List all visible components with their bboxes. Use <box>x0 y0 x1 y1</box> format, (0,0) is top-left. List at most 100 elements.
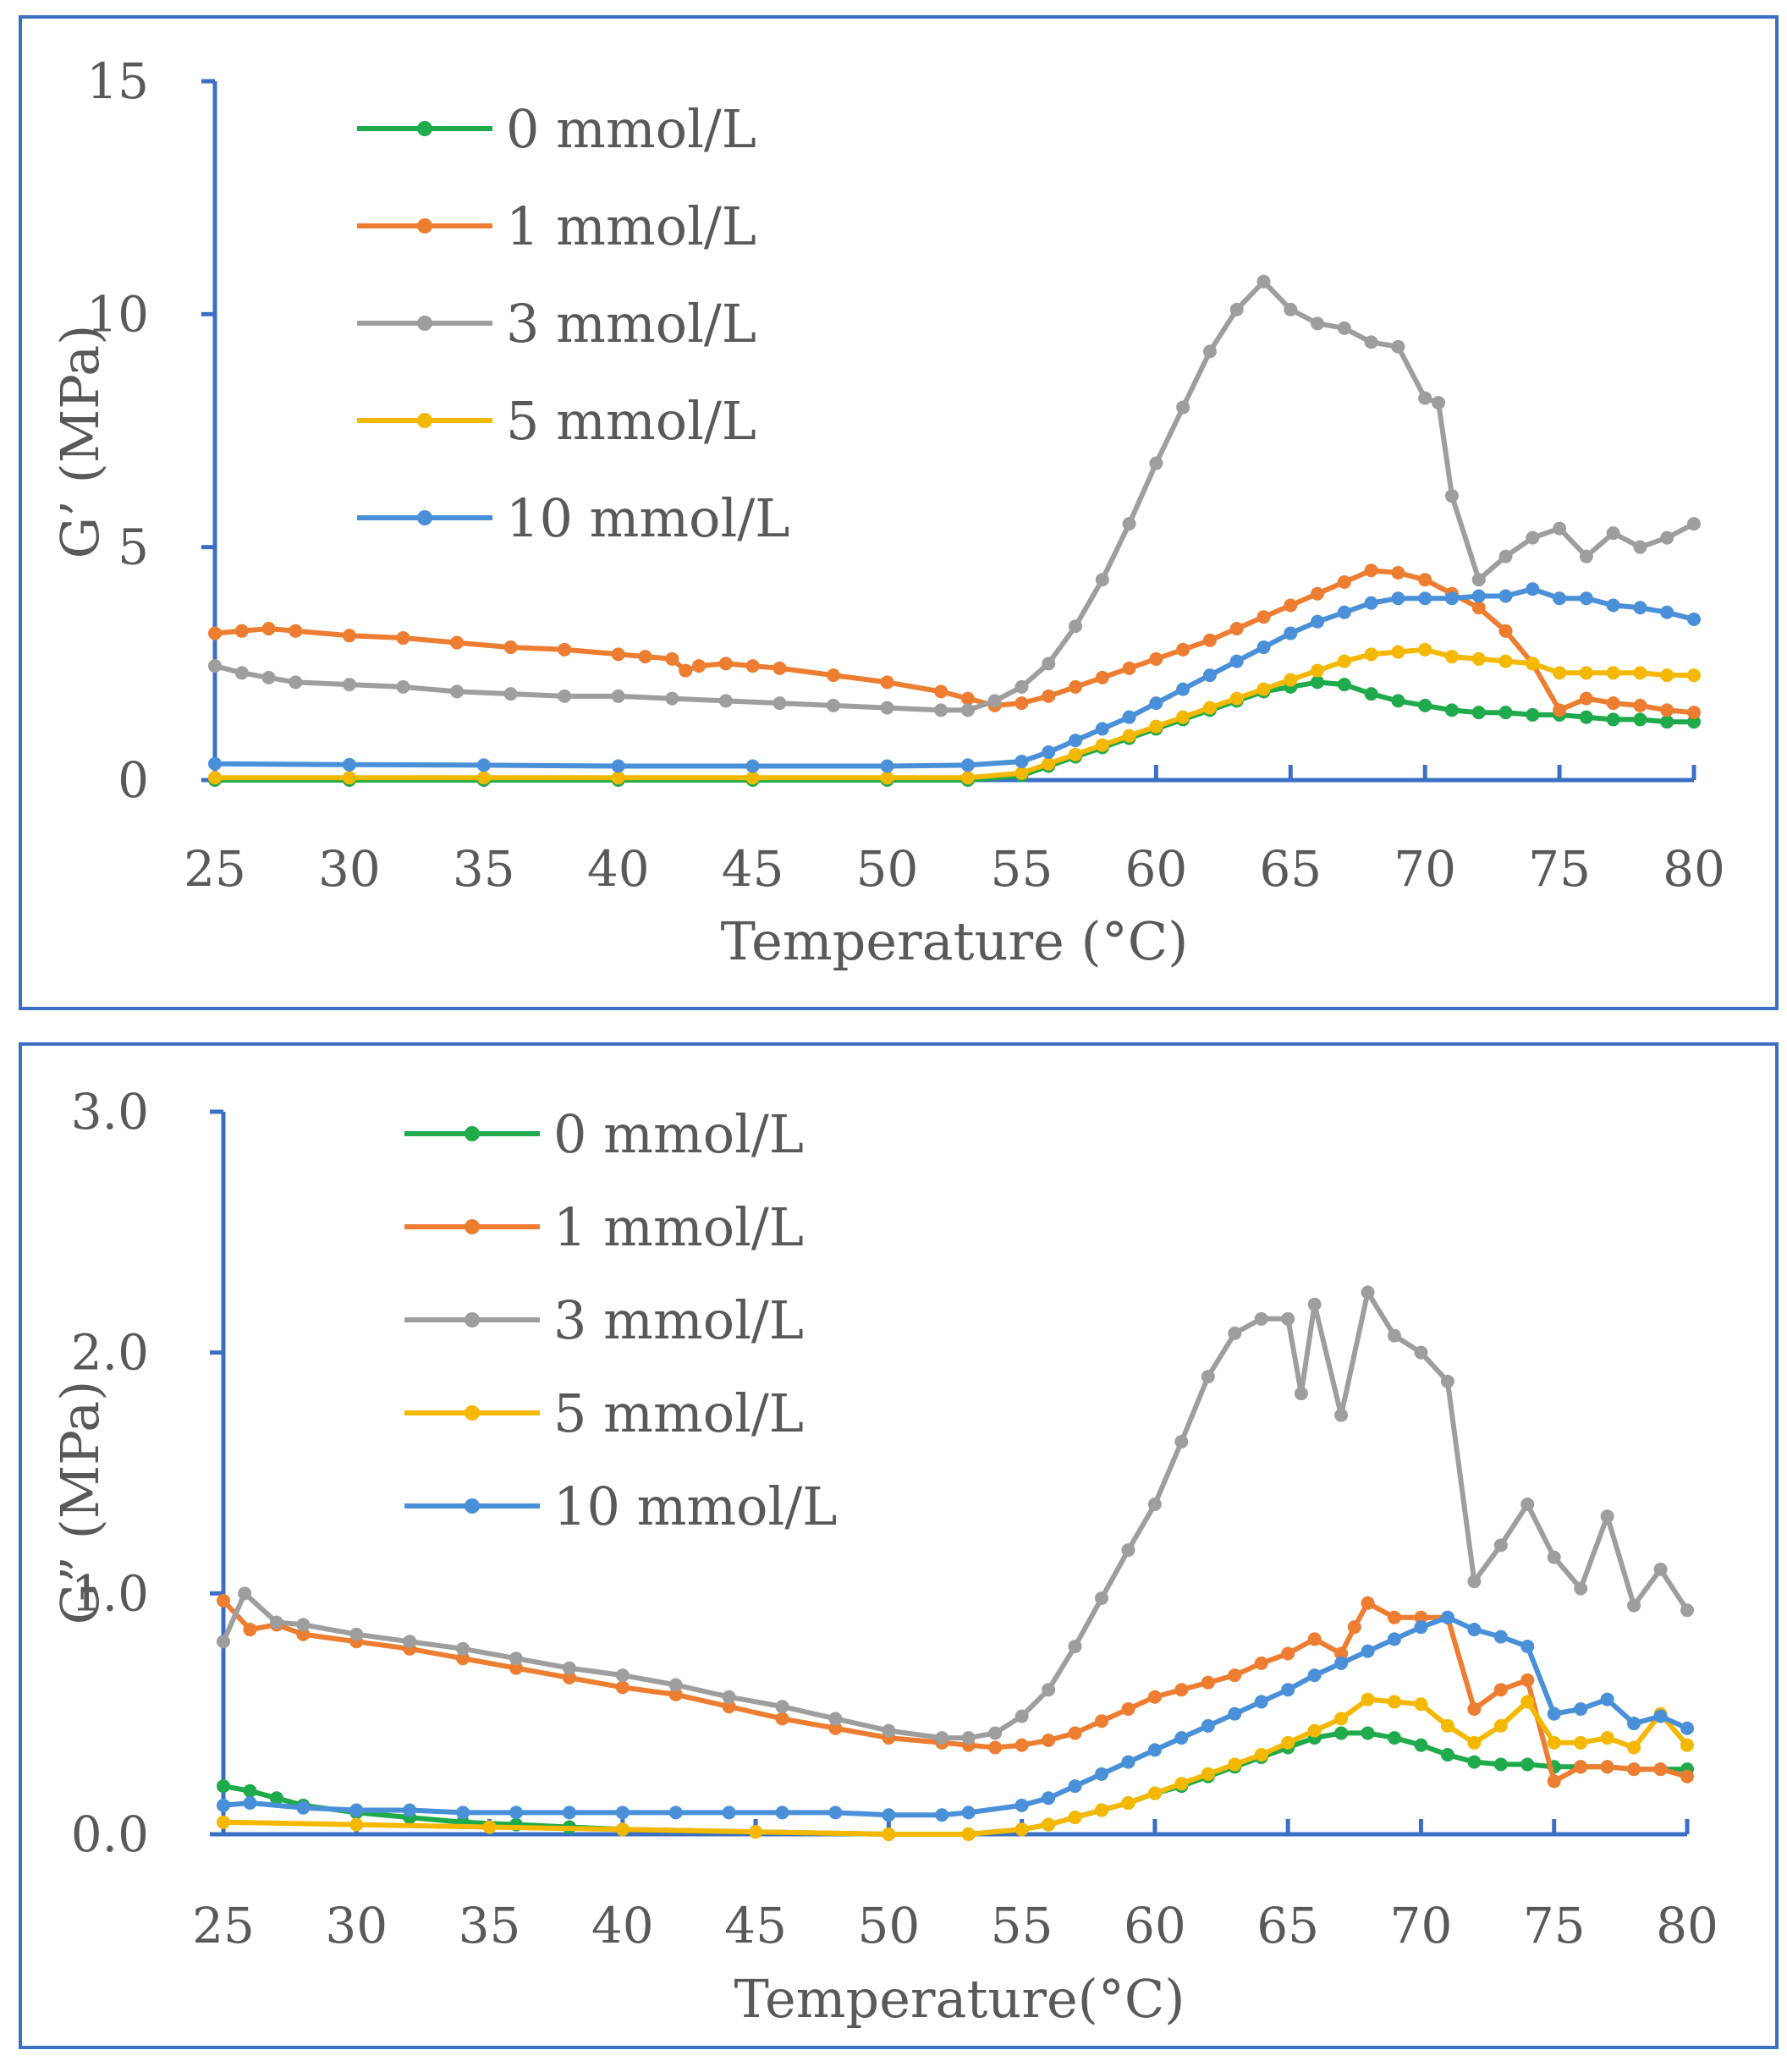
gdouble-data-point <box>1600 1760 1614 1774</box>
gprime-data-point <box>1311 316 1325 331</box>
gdouble-data-point <box>1414 1697 1428 1712</box>
gdouble-data-point <box>1201 1675 1215 1690</box>
gprime-data-point <box>208 626 222 640</box>
gprime-data-point <box>1122 728 1136 743</box>
gprime-x-tick-label: 55 <box>991 840 1053 898</box>
gdouble-data-point <box>1201 1767 1215 1781</box>
gprime-data-point <box>934 703 948 717</box>
gprime-x-tick-label: 60 <box>1124 840 1187 898</box>
gprime-data-point <box>1471 573 1486 587</box>
gdouble-data-point <box>509 1652 523 1666</box>
gprime-legend-marker <box>417 218 432 234</box>
gprime-data-point <box>1498 654 1513 668</box>
gdouble-data-point <box>1574 1735 1588 1750</box>
gdouble-x-tick-label: 25 <box>192 1897 255 1954</box>
gprime-data-point <box>1579 591 1593 606</box>
gdouble-data-point <box>456 1805 470 1820</box>
gdouble-data-point <box>1201 1370 1215 1384</box>
gdouble-data-point <box>961 1731 976 1745</box>
gprime-data-point <box>1311 663 1325 678</box>
gdouble-data-point <box>1174 1434 1189 1448</box>
gprime-data-point <box>611 689 625 703</box>
gprime-data-point <box>1391 645 1405 659</box>
gdouble-data-point <box>722 1690 736 1704</box>
gdouble-legend-marker <box>465 1498 480 1514</box>
gdouble-data-point <box>1493 1757 1508 1772</box>
gdouble-data-point <box>1042 1683 1056 1697</box>
gdouble-x-axis-title: Temperature(°C) <box>734 1968 1185 2030</box>
gprime-data-point <box>1391 339 1405 354</box>
gprime-legend-marker <box>417 510 432 525</box>
gdouble-data-point <box>1627 1762 1641 1777</box>
gdouble-x-tick-label: 80 <box>1656 1897 1718 1954</box>
gprime-data-point <box>450 684 465 699</box>
gprime-series-4 <box>208 582 1701 773</box>
gdouble-data-point <box>1014 1822 1029 1837</box>
gdouble-data-point <box>1361 1285 1375 1300</box>
gdouble-data-point <box>1493 1718 1508 1733</box>
gdouble-series-line <box>221 1289 1690 1741</box>
gdouble-data-point <box>482 1820 497 1834</box>
gdouble-data-point <box>1281 1646 1295 1661</box>
gprime-x-tick-label: 65 <box>1259 840 1322 898</box>
gprime-data-point <box>1633 698 1647 712</box>
gprime-data-point <box>476 771 491 785</box>
gdouble-data-point <box>775 1712 789 1726</box>
gdouble-series-1 <box>217 1593 1694 1789</box>
gdouble-data-point <box>1042 1817 1056 1832</box>
chart-panel-bottom: 0.0 1.0 2.0 3.0 25 30 35 40 45 50 55 60 65 70 75 80 Temp… <box>19 1042 1779 2049</box>
gprime-data-point <box>1660 668 1674 683</box>
gprime-data-point <box>718 694 733 708</box>
gdouble-data-point <box>1600 1509 1614 1524</box>
gdouble-data-point <box>1388 1328 1401 1343</box>
gprime-data-point <box>1122 517 1136 531</box>
gprime-data-point <box>1014 679 1029 694</box>
gprime-data-point <box>1553 703 1567 717</box>
gdouble-legend-marker <box>465 1312 480 1327</box>
gdouble-x-tick-label: 55 <box>991 1897 1053 1954</box>
gprime-data-point <box>1633 712 1647 727</box>
gdouble-x-tick-label: 60 <box>1124 1897 1186 1954</box>
gdouble-y-axis-title: G” (MPa) <box>49 1381 111 1625</box>
gprime-data-point <box>1311 614 1325 629</box>
gdouble-data-point <box>882 1827 896 1841</box>
gprime-data-point <box>1229 622 1244 636</box>
gprime-data-point <box>503 640 518 655</box>
gprime-legend-label: 1 mmol/L <box>506 195 756 257</box>
gdouble-data-point <box>1467 1735 1482 1750</box>
gprime-data-point <box>1364 647 1378 662</box>
gdouble-data-point <box>1095 1767 1108 1781</box>
gdouble-data-point <box>1680 1769 1694 1783</box>
gprime-data-point <box>1284 302 1298 316</box>
gdouble-data-point <box>1121 1755 1135 1769</box>
gprime-data-point <box>960 703 975 717</box>
gprime-data-point <box>718 657 733 671</box>
gprime-data-point <box>1579 549 1593 563</box>
gdouble-data-point <box>1361 1644 1375 1658</box>
gdouble-data-point <box>1547 1774 1561 1789</box>
gdouble-data-point <box>217 1815 230 1829</box>
gdouble-x-tick-label: 65 <box>1256 1897 1319 1954</box>
gdouble-data-point <box>1627 1598 1641 1613</box>
gprime-data-point <box>1256 640 1271 655</box>
gprime-legend-marker <box>417 121 432 136</box>
gdouble-data-point <box>456 1652 470 1666</box>
gprime-data-point <box>1042 745 1056 759</box>
gprime-y-axis-title: G’ (MPa) <box>49 325 111 559</box>
gprime-data-point <box>1687 517 1701 531</box>
gdouble-data-point <box>1147 1690 1162 1704</box>
gdouble-data-point <box>961 1805 976 1820</box>
gprime-series-1 <box>208 563 1701 720</box>
gprime-data-point <box>342 629 356 643</box>
gprime-data-point <box>1229 302 1244 316</box>
gdouble-data-point <box>1440 1374 1454 1388</box>
gdouble-data-point <box>668 1805 683 1820</box>
gdouble-data-point <box>1014 1709 1029 1723</box>
loss-modulus-chart: 0.0 1.0 2.0 3.0 25 30 35 40 45 50 55 60 65 70 75 80 Temp… <box>49 1083 1718 2030</box>
gdouble-data-point <box>1467 1623 1482 1637</box>
gdouble-data-point <box>1042 1733 1056 1747</box>
gdouble-x-tick-label: 30 <box>325 1897 388 1954</box>
gprime-data-point <box>1095 738 1109 752</box>
gprime-data-point <box>1579 691 1593 706</box>
gdouble-data-point <box>1653 1762 1668 1777</box>
